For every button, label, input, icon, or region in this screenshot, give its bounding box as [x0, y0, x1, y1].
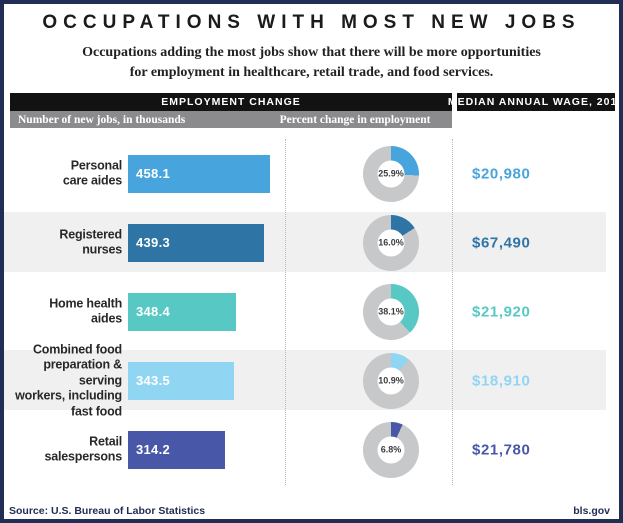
jobs-bar: 348.4: [128, 292, 236, 331]
source-credit: Source: U.S. Bureau of Labor Statistics: [9, 505, 206, 517]
column-divider-left: [285, 139, 286, 485]
percent-donut-hole: 16.0%: [377, 229, 405, 256]
website-label: bls.gov: [573, 505, 610, 517]
page-subtitle: Occupations adding the most jobs show th…: [4, 43, 619, 82]
percent-donut: 10.9%: [363, 352, 419, 409]
occupation-label: Retail salespersons: [44, 434, 122, 464]
percent-label: 6.8%: [380, 444, 402, 455]
jobs-bar: 343.5: [128, 361, 234, 400]
percent-label: 10.9%: [378, 375, 404, 386]
percent-donut-hole: 6.8%: [377, 436, 405, 463]
percent-label: 16.0%: [378, 237, 404, 248]
jobs-bar: 314.2: [128, 430, 225, 469]
subtitle-line-2: for employment in healthcare, retail tra…: [129, 64, 494, 80]
jobs-bar-value: 343.5: [136, 373, 171, 388]
jobs-bar: 439.3: [128, 223, 264, 262]
wage-value: $21,920: [472, 303, 531, 320]
wage-value: $21,780: [472, 441, 531, 458]
percent-label: 25.9%: [378, 168, 404, 179]
wage-value: $18,910: [472, 372, 531, 389]
column-subheader: Number of new jobs, in thousands Percent…: [10, 111, 452, 128]
median-wage-header: MEDIAN ANNUAL WAGE, 2015: [448, 93, 619, 111]
jobs-bar-value: 314.2: [136, 442, 171, 457]
percent-donut-hole: 38.1%: [377, 298, 405, 325]
occupation-row: Retail salespersons 314.2 6.8% $21,780: [4, 415, 619, 484]
percent-donut: 6.8%: [363, 421, 419, 478]
jobs-column-label: Number of new jobs, in thousands: [18, 113, 186, 126]
occupation-label: Personal care aides: [62, 158, 122, 188]
occupation-row: Personal care aides 458.1 25.9% $20,980: [4, 139, 619, 208]
occupation-label: Combined food preparation & serving work…: [15, 341, 122, 418]
page-title: OCCUPATIONS WITH MOST NEW JOBS: [42, 12, 581, 33]
jobs-bar-value: 439.3: [136, 235, 171, 250]
jobs-bar-value: 348.4: [136, 304, 171, 319]
percent-donut: 25.9%: [363, 145, 419, 202]
subtitle-line-1: Occupations adding the most jobs show th…: [82, 45, 541, 60]
employment-change-header: EMPLOYMENT CHANGE: [10, 93, 452, 111]
occupation-label: Registered nurses: [59, 227, 122, 257]
percent-label: 38.1%: [378, 306, 404, 317]
percent-donut-hole: 10.9%: [377, 367, 405, 394]
jobs-bar: 458.1: [128, 154, 270, 193]
column-divider-right: [452, 139, 453, 485]
occupation-row: Home health aides 348.4 38.1% $21,920: [4, 277, 619, 346]
percent-column-label: Percent change in employment: [279, 113, 431, 126]
percent-donut: 38.1%: [363, 283, 419, 340]
occupation-row: Registered nurses 439.3 16.0% $67,490: [4, 208, 619, 277]
jobs-bar-value: 458.1: [136, 166, 171, 181]
percent-donut: 16.0%: [363, 214, 419, 271]
footer: Source: U.S. Bureau of Labor Statistics …: [4, 502, 619, 517]
row-band: [4, 350, 606, 410]
wage-value: $20,980: [472, 165, 531, 182]
rows: Personal care aides 458.1 25.9% $20,980 …: [4, 139, 619, 484]
row-band: [4, 212, 606, 272]
occupation-row: Combined food preparation & serving work…: [4, 342, 619, 418]
occupation-label: Home health aides: [49, 296, 122, 326]
wage-value: $67,490: [472, 234, 531, 251]
percent-donut-hole: 25.9%: [377, 160, 405, 187]
